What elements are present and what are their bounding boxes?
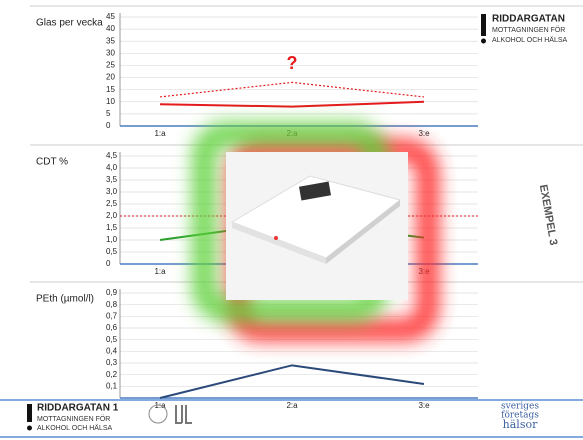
- y-tick-label: 4,5: [106, 151, 118, 160]
- y-tick-label: 0,5: [106, 247, 118, 256]
- chart-title: CDT %: [36, 157, 68, 168]
- y-tick-label: 4,0: [106, 163, 118, 172]
- data-line: [159, 81, 425, 98]
- logo-line: ALKOHOL OCH HÄLSA: [492, 36, 568, 44]
- y-tick-label: 3,0: [106, 187, 118, 196]
- y-tick-label: 0,3: [106, 358, 118, 367]
- y-tick-label: 0,7: [106, 311, 118, 320]
- y-tick-label: 0,8: [106, 300, 118, 309]
- x-tick-label: 1:a: [154, 267, 166, 276]
- y-tick-label: 0,4: [106, 346, 118, 355]
- y-tick-label: 5: [106, 109, 111, 118]
- y-tick-label: 20: [106, 73, 115, 82]
- y-tick-label: 35: [106, 36, 115, 45]
- logo-name: RIDDARGATAN: [492, 14, 565, 25]
- logo-name: RIDDARGATAN 1: [37, 403, 119, 414]
- y-tick-label: 0: [106, 259, 111, 268]
- chart-title: Glas per vecka: [36, 18, 103, 29]
- data-line: [159, 364, 425, 399]
- logo-line: MOTTAGNINGEN FÖR: [492, 26, 565, 34]
- partner-text: hälsor: [503, 418, 538, 431]
- y-tick-label: 30: [106, 48, 115, 57]
- y-tick-label: 10: [106, 97, 115, 106]
- x-tick-label: 2:a: [286, 401, 298, 410]
- y-tick-label: 1,5: [106, 223, 118, 232]
- y-tick-label: 2,5: [106, 199, 118, 208]
- y-tick-label: 3,5: [106, 175, 118, 184]
- scale-photo: [192, 122, 439, 341]
- logo-bottom: RIDDARGATAN 1 MOTTAGNINGEN FÖR ALKOHOL O…: [27, 403, 119, 432]
- y-tick-label: 1,0: [106, 235, 118, 244]
- y-tick-label: 0,9: [106, 288, 118, 297]
- y-tick-label: 25: [106, 61, 115, 70]
- y-tick-label: 0,5: [106, 335, 118, 344]
- chart-title: PEth (µmol/l): [36, 294, 94, 305]
- y-tick-label: 0,2: [106, 370, 118, 379]
- annotation: ?: [287, 53, 298, 73]
- logo-line: ALKOHOL OCH HÄLSA: [37, 424, 113, 432]
- y-tick-label: 2,0: [106, 211, 118, 220]
- emblem: [148, 404, 168, 424]
- y-tick-label: 15: [106, 85, 115, 94]
- logo-line: MOTTAGNINGEN FÖR: [37, 415, 110, 423]
- y-tick-label: 45: [106, 12, 115, 21]
- y-tick-label: 40: [106, 24, 115, 33]
- data-line: [159, 100, 425, 108]
- y-tick-label: 0,1: [106, 381, 118, 390]
- logo-top: RIDDARGATAN MOTTAGNINGEN FÖR ALKOHOL OCH…: [481, 14, 568, 44]
- partner-logo: sveriges företags hälsor: [501, 402, 539, 432]
- x-tick-label: 3:e: [418, 401, 430, 410]
- x-tick-label: 1:a: [154, 129, 166, 138]
- y-tick-label: 0: [106, 121, 111, 130]
- y-tick-label: 0,6: [106, 323, 118, 332]
- partner-text: sveriges: [501, 402, 539, 412]
- emblem: [175, 405, 192, 424]
- x-tick-label: 3:e: [418, 129, 430, 138]
- partner-text: företags: [501, 411, 539, 421]
